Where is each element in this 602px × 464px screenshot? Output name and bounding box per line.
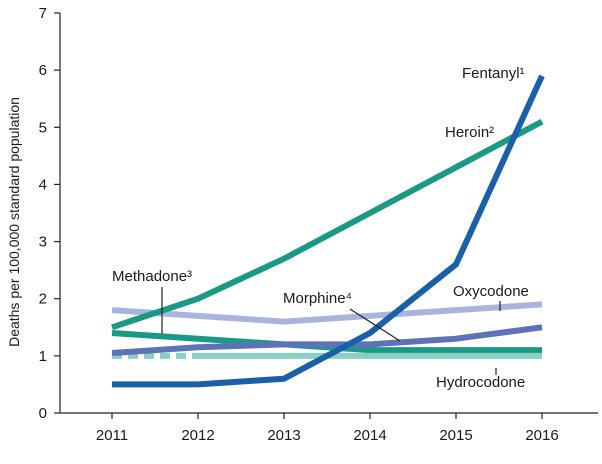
series-label-hydrocodone: Hydrocodone <box>436 374 525 391</box>
x-axis: 2011 2012 2013 2014 2015 2016 <box>60 412 598 444</box>
series-label-methadone: Methadone³ <box>112 268 192 285</box>
series-label-oxycodone: Oxycodone <box>453 283 529 300</box>
label-leaders <box>161 287 501 375</box>
series-line-heroin <box>111 118 544 331</box>
series-label-morphine: Morphine⁴ <box>283 290 352 307</box>
y-tick-label: 4 <box>39 176 47 193</box>
y-axis-title: Deaths per 100,000 standard population <box>6 97 22 347</box>
x-tick-label: 2012 <box>181 427 214 444</box>
x-tick-label: 2016 <box>525 427 558 444</box>
x-tick-label: 2013 <box>267 427 300 444</box>
series-labels: Oxycodone Methadone³ Hydrocodone Morphine⁴ H… <box>112 65 529 391</box>
series-label-fentanyl: Fentanyl¹ <box>462 65 525 82</box>
y-tick-label: 1 <box>39 348 47 365</box>
y-tick-label: 0 <box>39 405 47 422</box>
y-tick-label: 6 <box>39 62 47 79</box>
y-tick-label: 3 <box>39 234 47 251</box>
series-line-oxycodone <box>111 301 543 325</box>
series-line-fentanyl <box>112 74 545 388</box>
y-tick-label: 7 <box>39 5 47 22</box>
series-label-heroin: Heroin² <box>445 124 494 141</box>
y-axis: 0 1 2 3 4 5 6 7 <box>39 5 61 422</box>
y-tick-label: 2 <box>39 291 47 308</box>
series-lines <box>111 74 545 388</box>
leader-morphine <box>349 308 401 342</box>
x-tick-label: 2015 <box>439 427 472 444</box>
series-line-morphine <box>111 324 543 356</box>
y-tick-label: 5 <box>39 119 47 136</box>
x-tick-label: 2014 <box>353 427 386 444</box>
x-tick-label: 2011 <box>96 427 128 444</box>
